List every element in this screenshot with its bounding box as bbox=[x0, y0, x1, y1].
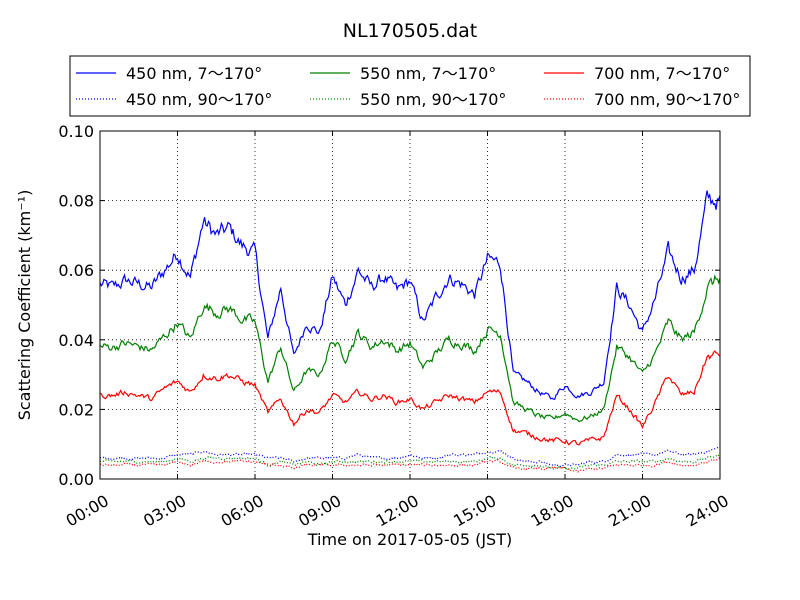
x-tick-label: 06:00 bbox=[218, 491, 267, 531]
y-tick-label: 0.02 bbox=[58, 400, 94, 419]
legend-frame bbox=[69, 55, 751, 117]
legend: 450 nm, 7～170° 450 nm, 90～170° 550 nm, 7～1… bbox=[69, 55, 751, 117]
series-line-6 bbox=[99, 457, 721, 473]
ticks: 00:00 03:00 06:00 09:00 12:00 15:00 18:00 21:00… bbox=[58, 122, 732, 531]
series-line-4 bbox=[99, 453, 721, 471]
legend-label: 550 nm, 90～170° bbox=[360, 90, 506, 109]
y-tick-label: 0.10 bbox=[58, 122, 94, 141]
legend-label: 700 nm, 7～170° bbox=[594, 64, 730, 83]
x-tick-label: 21:00 bbox=[605, 491, 654, 531]
legend-label: 550 nm, 7～170° bbox=[360, 64, 496, 83]
legend-label: 450 nm, 7～170° bbox=[126, 64, 262, 83]
x-tick-label: 18:00 bbox=[528, 491, 577, 531]
y-tick-label: 0.08 bbox=[58, 192, 94, 211]
grid bbox=[100, 131, 720, 479]
legend-label: 700 nm, 90～170° bbox=[594, 90, 740, 109]
chart-title: NL170505.dat bbox=[343, 20, 478, 42]
legend-label: 450 nm, 90～170° bbox=[126, 90, 272, 109]
y-tick-label: 0.04 bbox=[58, 331, 94, 350]
x-tick-label: 03:00 bbox=[140, 491, 189, 531]
series-line-5 bbox=[99, 350, 721, 446]
y-axis-label: Scattering Coefficient (km⁻¹) bbox=[15, 190, 34, 421]
x-tick-label: 12:00 bbox=[373, 491, 422, 531]
x-tick-label: 15:00 bbox=[450, 491, 499, 531]
series-line-3 bbox=[99, 274, 721, 423]
x-tick-label: 00:00 bbox=[63, 491, 112, 531]
y-tick-label: 0.00 bbox=[58, 470, 94, 489]
y-tick-label: 0.06 bbox=[58, 261, 94, 280]
x-tick-label: 24:00 bbox=[683, 491, 732, 531]
x-axis-label: Time on 2017-05-05 (JST) bbox=[307, 530, 512, 549]
series-layer bbox=[99, 190, 721, 473]
series-line-1 bbox=[99, 190, 721, 400]
x-tick-label: 09:00 bbox=[295, 491, 344, 531]
